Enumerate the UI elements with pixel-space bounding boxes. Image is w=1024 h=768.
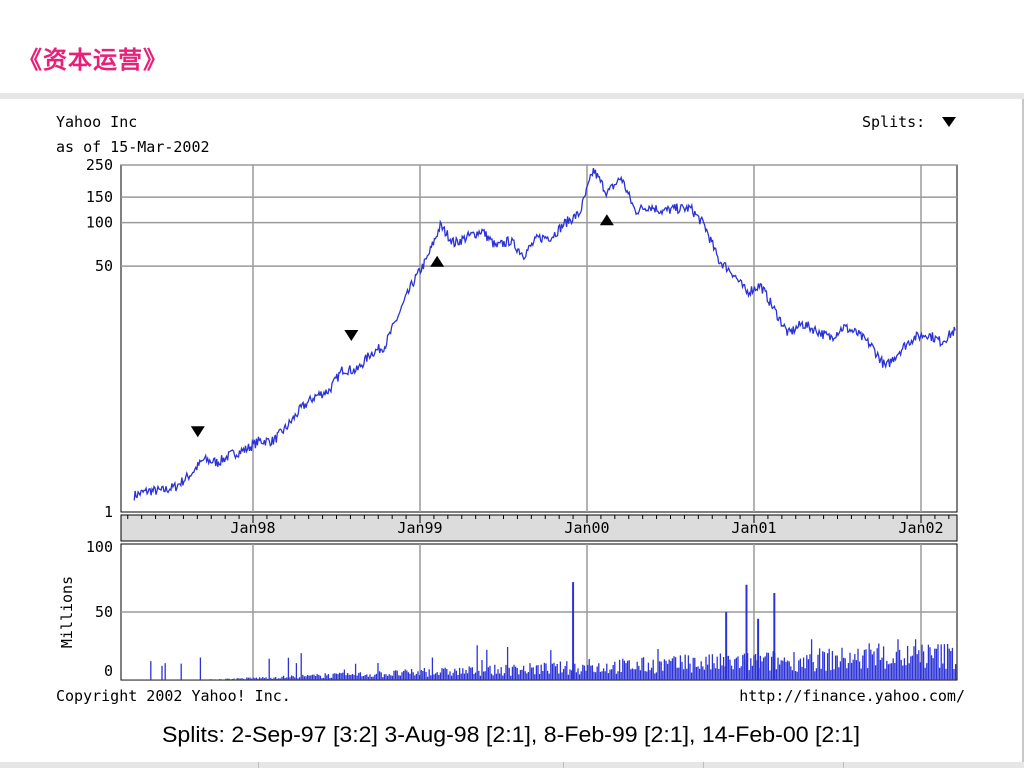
date-tick-label: Jan02 bbox=[898, 519, 943, 537]
volume-tick-label: 100 bbox=[86, 538, 113, 556]
date-axis-band-bg bbox=[120, 514, 958, 542]
split-marker-up-icon bbox=[599, 214, 614, 226]
volume-bars bbox=[121, 639, 957, 680]
bottom-divider-tick bbox=[258, 762, 259, 768]
volume-tick-label: 50 bbox=[95, 603, 113, 621]
price-tick-label: 250 bbox=[86, 156, 113, 174]
split-down-icon bbox=[942, 117, 956, 127]
price-tick-label: 50 bbox=[95, 257, 113, 275]
bottom-divider-tick bbox=[563, 762, 564, 768]
chart-title: Yahoo Inc bbox=[56, 113, 137, 131]
split-marker-down-icon bbox=[344, 329, 359, 341]
split-marker-down-icon bbox=[190, 426, 205, 438]
splits-legend-label: Splits: bbox=[862, 113, 925, 131]
slide-title: 《资本运营》 bbox=[18, 45, 168, 74]
source-url[interactable]: http://finance.yahoo.com/ bbox=[739, 687, 965, 705]
date-tick-label: Jan01 bbox=[731, 519, 776, 537]
date-tick-label: Jan99 bbox=[397, 519, 442, 537]
date-axis-band: Jan98 Jan99 Jan00 Jan01 Jan02 bbox=[120, 514, 958, 542]
copyright-text: Copyright 2002 Yahoo! Inc. bbox=[56, 687, 291, 705]
splits-footnote: Splits: 2-Sep-97 [3:2] 3-Aug-98 [2:1], 8… bbox=[162, 722, 860, 747]
price-plot-area bbox=[120, 164, 958, 513]
price-tick-label: 150 bbox=[86, 188, 113, 206]
volume-panel: 100 50 0 Millions bbox=[58, 538, 958, 681]
volume-tick-label: 0 bbox=[104, 662, 113, 680]
price-tick-label: 1 bbox=[104, 503, 113, 521]
bottom-divider bbox=[0, 762, 1024, 768]
price-series-line bbox=[133, 167, 956, 501]
bottom-divider-tick bbox=[843, 762, 844, 768]
price-tick-label: 100 bbox=[86, 214, 113, 232]
date-tick-label: Jan98 bbox=[230, 519, 275, 537]
volume-axis-label: Millions bbox=[58, 576, 76, 648]
price-panel: 250 150 100 50 1 bbox=[86, 156, 958, 521]
split-marker-up-icon bbox=[430, 255, 445, 267]
date-tick-label: Jan00 bbox=[564, 519, 609, 537]
bottom-divider-tick bbox=[703, 762, 704, 768]
content-frame bbox=[0, 99, 1024, 762]
top-divider bbox=[0, 93, 1024, 99]
chart-subtitle: as of 15-Mar-2002 bbox=[56, 138, 210, 156]
